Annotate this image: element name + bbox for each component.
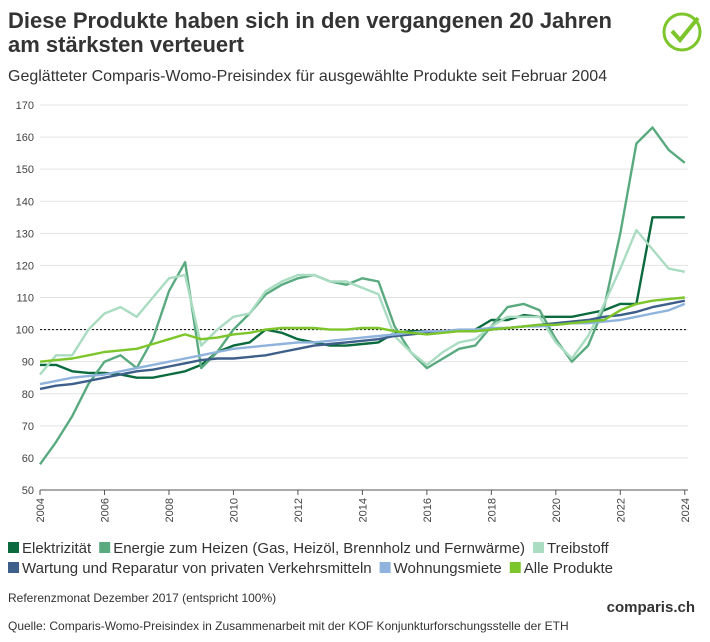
legend-item: Elektrizität [8,540,92,557]
x-tick-label: 2018 [486,498,498,522]
legend-label: Alle Produkte [524,560,613,577]
x-tick-label: 2020 [551,498,563,522]
legend-swatch [8,542,19,553]
legend-swatch [99,542,111,553]
y-tick-label: 170 [16,100,34,112]
series-line [39,228,686,376]
y-tick-label: 50 [22,485,34,497]
legend-item: Treibstoff [533,540,610,557]
x-tick-label: 2004 [35,498,47,522]
y-tick-label: 90 [22,357,34,369]
title-line: am stärksten verteuert [8,32,245,57]
legend-label: Wohnungsmiete [394,560,502,577]
legend-swatch [8,562,19,573]
legend-label: Treibstoff [547,540,610,557]
x-tick-label: 2024 [680,498,692,522]
legend-swatch [533,542,545,553]
source: Quelle: Comparis-Womo-Preisindex in Zusa… [8,619,569,633]
chart-subtitle: Geglätteter Comparis-Womo-Preisindex für… [8,68,607,85]
chart-title: Diese Produkte haben sich in den vergang… [8,8,612,57]
series-line [39,126,686,466]
y-tick-label: 120 [16,260,34,272]
series-line [39,296,685,363]
legend-label: Energie zum Heizen (Gas, Heizöl, Brennho… [113,540,525,557]
legend-swatch [509,562,521,573]
legend-item: Wartung und Reparatur von privaten Verke… [8,560,372,577]
x-tick-label: 2012 [293,498,305,522]
legend-swatch [379,562,391,573]
series-line [40,216,685,379]
legend-label: Wartung und Reparatur von privaten Verke… [22,560,372,577]
note: Referenzmonat Dezember 2017 (entspricht … [8,591,276,605]
y-tick-label: 110 [16,293,34,305]
y-tick-label: 150 [16,164,34,176]
check-icon [662,12,702,52]
x-tick-label: 2010 [228,498,240,522]
y-tick-label: 70 [22,421,34,433]
y-tick-label: 160 [16,132,34,144]
legend-label: Elektrizität [22,540,92,557]
series-line [39,299,686,391]
x-tick-label: 2016 [422,498,434,522]
x-tick-label: 2014 [357,498,369,522]
title-line: Diese Produkte haben sich in den vergang… [8,8,612,33]
y-tick-label: 140 [16,196,34,208]
legend-item: Alle Produkte [509,560,613,577]
y-tick-label: 100 [16,325,34,337]
x-tick-label: 2006 [99,498,111,522]
x-tick-label: 2022 [615,498,627,522]
y-tick-label: 80 [22,389,34,401]
legend-item: Energie zum Heizen (Gas, Heizöl, Brennho… [99,540,525,557]
legend-item: Wohnungsmiete [379,560,502,577]
y-tick-label: 60 [22,453,34,465]
logo: comparis.ch [607,599,695,616]
y-tick-label: 130 [16,228,34,240]
x-tick-label: 2008 [164,498,176,522]
